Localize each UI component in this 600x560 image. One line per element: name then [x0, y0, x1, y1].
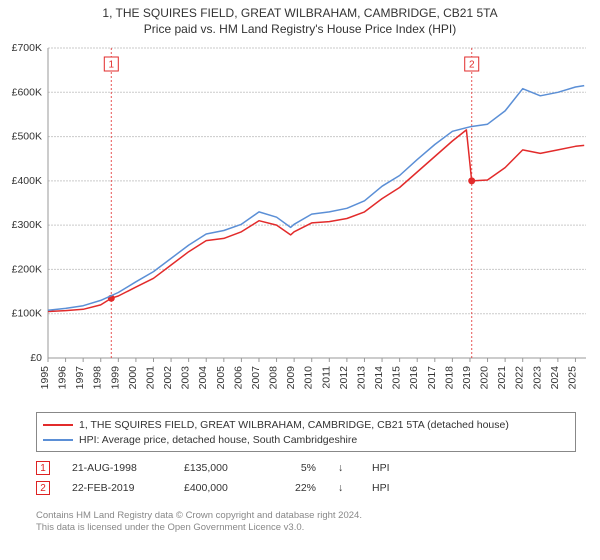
event-price: £400,000 [184, 482, 254, 494]
event-marker-icon: 1 [36, 461, 50, 475]
svg-text:2020: 2020 [479, 366, 491, 390]
svg-text:2015: 2015 [391, 366, 403, 390]
svg-text:2025: 2025 [566, 366, 578, 390]
legend-swatch [43, 439, 73, 441]
svg-text:1997: 1997 [74, 366, 86, 390]
chart-title-subtitle: Price paid vs. HM Land Registry's House … [0, 22, 600, 36]
svg-text:£300K: £300K [12, 219, 42, 231]
event-pct: 5% [276, 462, 316, 474]
svg-text:2010: 2010 [303, 366, 315, 390]
legend-label: 1, THE SQUIRES FIELD, GREAT WILBRAHAM, C… [79, 418, 509, 432]
event-date: 21-AUG-1998 [72, 462, 162, 474]
svg-text:2003: 2003 [180, 366, 192, 390]
svg-text:2000: 2000 [127, 366, 139, 390]
legend-label: HPI: Average price, detached house, Sout… [79, 433, 357, 447]
event-row: 2 22-FEB-2019 £400,000 22% ↓ HPI [36, 478, 576, 498]
svg-text:1999: 1999 [109, 366, 121, 390]
svg-text:£0: £0 [30, 352, 42, 364]
event-rel: HPI [372, 462, 402, 474]
svg-text:2023: 2023 [531, 366, 543, 390]
svg-text:2006: 2006 [232, 366, 244, 390]
event-date: 22-FEB-2019 [72, 482, 162, 494]
svg-text:2012: 2012 [338, 366, 350, 390]
chart-titles: 1, THE SQUIRES FIELD, GREAT WILBRAHAM, C… [0, 0, 600, 36]
svg-text:2002: 2002 [162, 366, 174, 390]
footer-line: Contains HM Land Registry data © Crown c… [36, 510, 576, 522]
svg-text:2: 2 [469, 60, 475, 71]
svg-text:2017: 2017 [426, 366, 438, 390]
event-marker-icon: 2 [36, 481, 50, 495]
legend: 1, THE SQUIRES FIELD, GREAT WILBRAHAM, C… [36, 412, 576, 452]
svg-text:£400K: £400K [12, 175, 42, 187]
svg-text:2011: 2011 [320, 366, 332, 389]
svg-text:2008: 2008 [268, 366, 280, 390]
svg-text:2013: 2013 [355, 366, 367, 390]
event-price: £135,000 [184, 462, 254, 474]
footer-attribution: Contains HM Land Registry data © Crown c… [36, 510, 576, 534]
event-pct: 22% [276, 482, 316, 494]
svg-text:2014: 2014 [373, 366, 385, 390]
svg-text:2007: 2007 [250, 366, 262, 390]
event-table: 1 21-AUG-1998 £135,000 5% ↓ HPI 2 22-FEB… [36, 458, 576, 498]
svg-text:£500K: £500K [12, 131, 42, 143]
svg-text:1995: 1995 [39, 366, 51, 390]
arrow-down-icon: ↓ [338, 462, 350, 474]
svg-text:2009: 2009 [285, 366, 297, 390]
event-rel: HPI [372, 482, 402, 494]
svg-text:£100K: £100K [12, 308, 42, 320]
svg-text:2018: 2018 [443, 366, 455, 390]
svg-text:2019: 2019 [461, 366, 473, 390]
svg-text:2024: 2024 [549, 366, 561, 390]
legend-item: 1, THE SQUIRES FIELD, GREAT WILBRAHAM, C… [43, 417, 569, 432]
chart-title-address: 1, THE SQUIRES FIELD, GREAT WILBRAHAM, C… [0, 6, 600, 20]
svg-text:£200K: £200K [12, 263, 42, 275]
svg-text:2001: 2001 [144, 366, 156, 390]
svg-text:1: 1 [109, 60, 115, 71]
svg-text:£700K: £700K [12, 42, 42, 54]
event-row: 1 21-AUG-1998 £135,000 5% ↓ HPI [36, 458, 576, 478]
svg-text:2004: 2004 [197, 366, 209, 390]
footer-line: This data is licensed under the Open Gov… [36, 522, 576, 534]
line-chart: £0 £100K £200K £300K £400K £500K £600K £700K 199… [0, 42, 600, 402]
chart-area: £0 £100K £200K £300K £400K £500K £600K £700K 199… [0, 42, 600, 402]
svg-text:2021: 2021 [496, 366, 508, 390]
svg-text:1996: 1996 [57, 366, 69, 390]
svg-text:2005: 2005 [215, 366, 227, 390]
legend-item: HPI: Average price, detached house, Sout… [43, 432, 569, 447]
svg-text:2022: 2022 [514, 366, 526, 390]
legend-swatch [43, 424, 73, 426]
arrow-down-icon: ↓ [338, 482, 350, 494]
svg-text:1998: 1998 [92, 366, 104, 390]
svg-text:£600K: £600K [12, 86, 42, 98]
svg-text:2016: 2016 [408, 366, 420, 390]
